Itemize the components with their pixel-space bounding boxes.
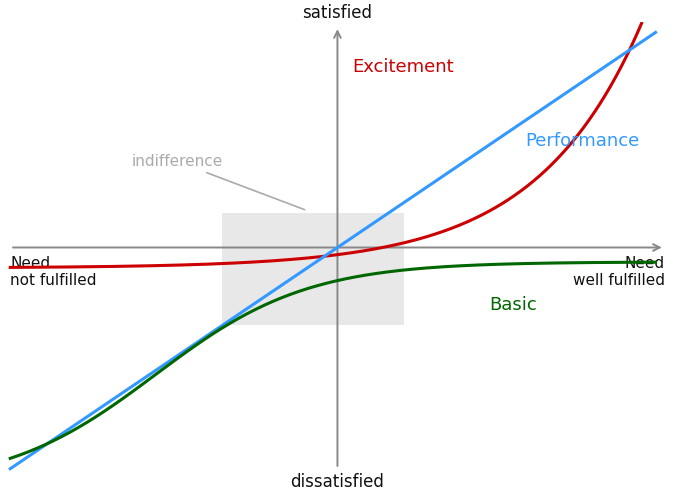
Text: Excitement: Excitement xyxy=(352,58,454,76)
Text: indifference: indifference xyxy=(132,154,304,210)
Bar xyxy=(222,213,404,325)
Text: satisfied: satisfied xyxy=(302,4,373,22)
Text: Need
well fulfilled: Need well fulfilled xyxy=(572,256,665,288)
Text: Need
not fulfilled: Need not fulfilled xyxy=(10,256,97,288)
Text: Performance: Performance xyxy=(525,132,639,150)
Text: Basic: Basic xyxy=(489,296,537,314)
Text: dissatisfied: dissatisfied xyxy=(290,473,384,491)
